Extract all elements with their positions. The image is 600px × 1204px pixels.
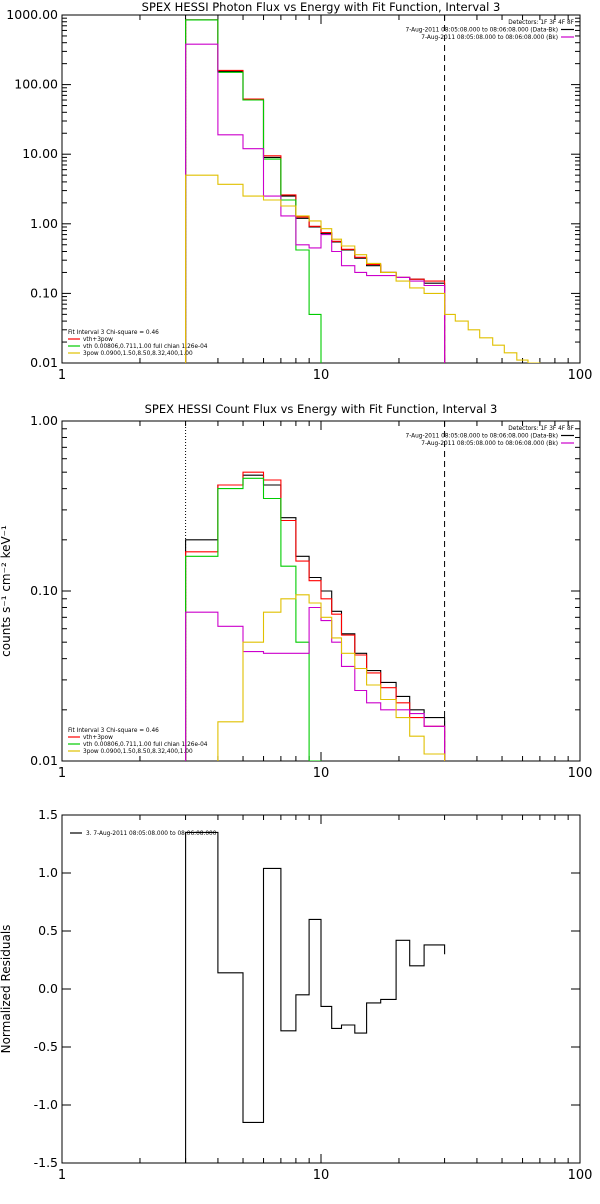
y-tick-label: 1000.00 xyxy=(6,7,58,22)
series-line-3 xyxy=(185,19,322,363)
y-axis-label: counts s⁻¹ cm⁻² keV⁻¹ xyxy=(0,525,13,657)
series-line-2 xyxy=(185,471,446,761)
chart-panel-1: SPEX HESSI Photon Flux vs Energy with Fi… xyxy=(6,0,592,383)
y-tick-label: 0.01 xyxy=(30,753,58,768)
legend-bottom-text: Fit Interval 3 Chi-square = 0.46 xyxy=(68,330,159,336)
y-tick-label: 0.01 xyxy=(30,355,58,370)
chart-title: SPEX HESSI Count Flux vs Energy with Fit… xyxy=(145,402,498,416)
y-tick-label: 0.10 xyxy=(30,285,58,300)
y-tick-label: 10.00 xyxy=(22,146,58,161)
legend-bottom-text: Fit Interval 3 Chi-square = 0.46 xyxy=(68,728,159,734)
legend-top-text: Detectors: 1F 3F 4F 8F xyxy=(508,426,574,432)
series-group xyxy=(185,19,541,363)
series-line-5 xyxy=(217,594,446,761)
legend-top-text: Detectors: 1F 3F 4F 8F xyxy=(508,20,574,26)
y-tick-label: -1.5 xyxy=(34,1155,58,1170)
y-tick-label: 0.10 xyxy=(30,583,58,598)
chart-title: SPEX HESSI Photon Flux vs Energy with Fi… xyxy=(142,0,501,14)
chart-panel-2: SPEX HESSI Count Flux vs Energy with Fit… xyxy=(0,402,592,781)
x-tick-label: 100 xyxy=(568,1168,593,1183)
x-tick-label: 100 xyxy=(568,766,593,781)
series-line-4 xyxy=(185,606,446,761)
y-tick-label: 1.00 xyxy=(30,413,58,428)
legend-bottom-text: 3pow 0.0900,1.50,8.50,8.32,400,1.00 xyxy=(83,351,193,357)
series-line-1 xyxy=(185,831,446,1163)
x-tick-label: 100 xyxy=(568,368,593,383)
series-line-1 xyxy=(185,474,446,761)
series-line-4 xyxy=(185,43,446,363)
legend-bottom-text: vth 0.00806,0.711,1.00 full chian 1.26e-… xyxy=(83,742,208,748)
y-tick-label: 0.0 xyxy=(38,981,58,996)
y-tick-label: -1.0 xyxy=(34,1097,58,1112)
series-line-3 xyxy=(185,477,322,761)
y-axis-label: Normalized Residuals xyxy=(0,925,13,1054)
y-tick-label: -0.5 xyxy=(34,1039,58,1054)
x-tick-label: 1 xyxy=(58,1168,66,1183)
legend-top-text: 7-Aug-2011 08:05:08.000 to 08:06:08.000 … xyxy=(406,434,558,440)
series-group xyxy=(185,471,446,761)
chart-panel-3: Normalized Residuals 1 10 100 1.5 1.0 0.5 0.0 -0… xyxy=(0,807,592,1183)
x-tick-label: 10 xyxy=(313,368,330,383)
legend-bottom-text: vth+3pow xyxy=(83,735,113,741)
legend-bottom-text: vth+3pow xyxy=(83,337,113,343)
y-tick-label: 1.5 xyxy=(38,807,58,822)
legend-bottom-text: 3pow 0.0900,1.50,8.50,8.32,400,1.00 xyxy=(83,749,193,755)
plot-frame xyxy=(61,14,581,364)
series-group xyxy=(185,831,446,1163)
legend-bottom-text: vth 0.00806,0.711,1.00 full chian 1.26e-… xyxy=(83,344,208,350)
x-tick-label: 10 xyxy=(313,1168,330,1183)
x-tick-label: 1 xyxy=(58,368,66,383)
y-tick-label: 100.00 xyxy=(14,77,58,92)
legend-top-text: 7-Aug-2011 08:05:08.000 to 08:06:08.000 … xyxy=(421,441,558,447)
legend-top-text: 3. 7-Aug-2011 08:05:08.000 to 08:06:08.0… xyxy=(86,831,217,837)
series-line-5 xyxy=(185,174,541,363)
x-tick-label: 1 xyxy=(58,766,66,781)
y-tick-label: 1.0 xyxy=(38,865,58,880)
y-tick-label: 1.00 xyxy=(30,216,58,231)
legend-top-text: 7-Aug-2011 08:05:08.000 to 08:06:08.000 … xyxy=(421,35,558,41)
legend-top-text: 7-Aug-2011 08:05:08.000 to 08:06:08.000 … xyxy=(406,28,558,34)
x-tick-label: 10 xyxy=(313,766,330,781)
y-tick-label: 0.5 xyxy=(38,923,58,938)
